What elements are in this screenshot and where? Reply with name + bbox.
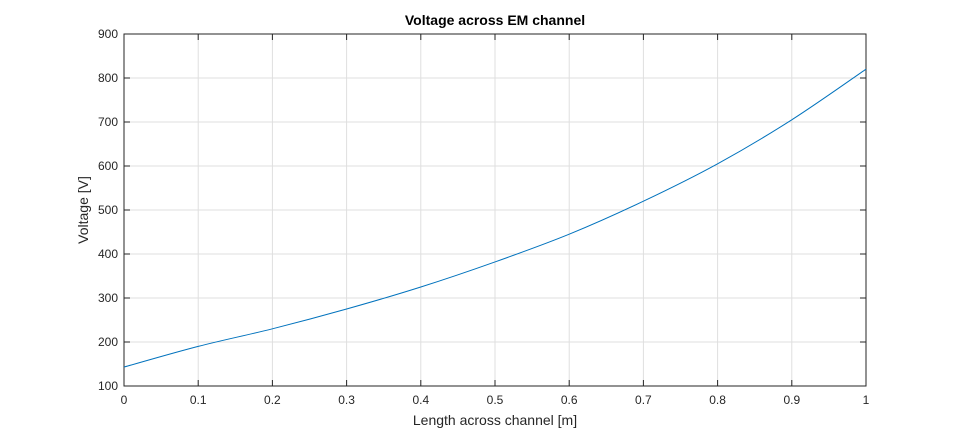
tick-labels: 0 0.1 0.2 0.3 0.4 0.5 0.6 0.7 0.8 0.9 1 100 200 300 40… [98,27,870,407]
y-tick-label: 400 [98,247,118,261]
x-tick-label: 0.7 [635,393,652,407]
y-tick-label: 100 [98,379,118,393]
x-tick-label: 1 [863,393,870,407]
x-tick-label: 0.3 [338,393,355,407]
y-axis-title: Voltage [V] [75,176,91,244]
y-tick-label: 800 [98,71,118,85]
series [123,68,867,368]
x-tick-label: 0 [121,393,128,407]
axes [123,33,867,387]
y-tick-label: 500 [98,203,118,217]
y-tick-label: 700 [98,115,118,129]
axes-box [123,33,867,387]
x-tick-label: 0.6 [561,393,578,407]
y-tick-label: 600 [98,159,118,173]
y-tick-label: 300 [98,291,118,305]
x-tick-label: 0.2 [264,393,281,407]
series-line [123,68,867,368]
x-axis-title: Length across channel [m] [413,412,577,428]
y-tick-label: 200 [98,335,118,349]
x-tick-label: 0.5 [487,393,504,407]
x-tick-label: 0.1 [190,393,207,407]
y-tick-label: 900 [98,27,118,41]
x-tick-label: 0.8 [709,393,726,407]
x-tick-label: 0.4 [412,393,429,407]
chart-title: Voltage across EM channel [405,12,585,28]
x-tick-label: 0.9 [783,393,800,407]
